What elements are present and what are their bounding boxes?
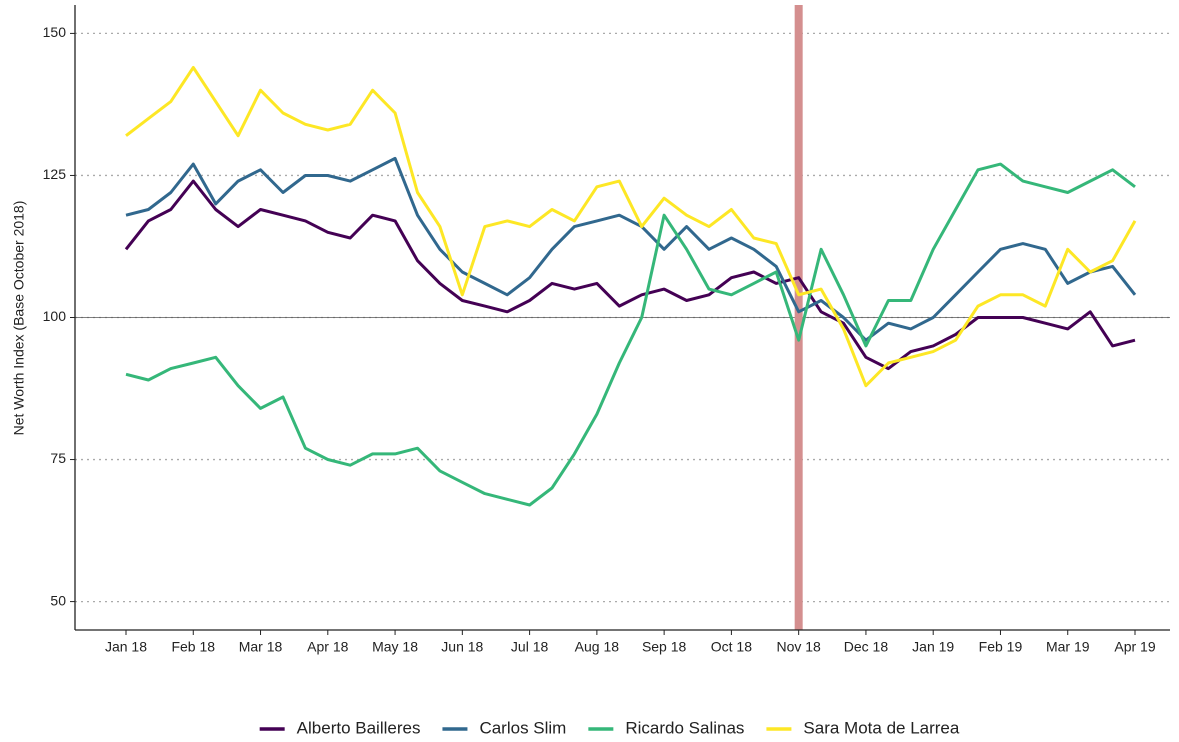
x-tick-label: Oct 18 bbox=[711, 639, 752, 655]
x-tick-label: Dec 18 bbox=[844, 639, 889, 655]
y-tick-label: 75 bbox=[50, 450, 66, 466]
x-tick-label: Jan 19 bbox=[912, 639, 954, 655]
x-tick-label: Jul 18 bbox=[511, 639, 549, 655]
y-tick-label: 100 bbox=[43, 308, 67, 324]
series-line bbox=[125, 162, 1136, 507]
y-tick-label: 125 bbox=[43, 166, 67, 182]
x-tick-label: Mar 19 bbox=[1046, 639, 1090, 655]
x-tick-label: Jun 18 bbox=[441, 639, 483, 655]
x-tick-label: Jan 18 bbox=[105, 639, 147, 655]
series-line bbox=[124, 179, 1136, 371]
y-axis-label: Net Worth Index (Base October 2018) bbox=[11, 201, 27, 436]
series-line bbox=[125, 156, 1137, 342]
legend-label: Ricardo Salinas bbox=[625, 718, 744, 737]
x-tick-label: Feb 18 bbox=[171, 639, 215, 655]
x-tick-label: Apr 18 bbox=[307, 639, 348, 655]
x-tick-label: Mar 18 bbox=[239, 639, 283, 655]
legend-label: Alberto Bailleres bbox=[297, 718, 421, 737]
legend-label: Sara Mota de Larrea bbox=[803, 718, 959, 737]
x-tick-label: May 18 bbox=[372, 639, 418, 655]
x-tick-label: Feb 19 bbox=[979, 639, 1023, 655]
x-tick-label: Aug 18 bbox=[575, 639, 620, 655]
legend: Alberto Bailleres Carlos Slim Ricardo Sali… bbox=[259, 718, 960, 737]
series-line bbox=[125, 66, 1137, 388]
highlight-band bbox=[794, 5, 803, 630]
x-tick-label: Nov 18 bbox=[776, 639, 821, 655]
y-tick-label: 50 bbox=[50, 592, 66, 608]
x-tick-label: Apr 19 bbox=[1114, 639, 1155, 655]
y-tick-label: 150 bbox=[43, 24, 67, 40]
x-tick-label: Sep 18 bbox=[642, 639, 687, 655]
legend-label: Carlos Slim bbox=[479, 718, 566, 737]
